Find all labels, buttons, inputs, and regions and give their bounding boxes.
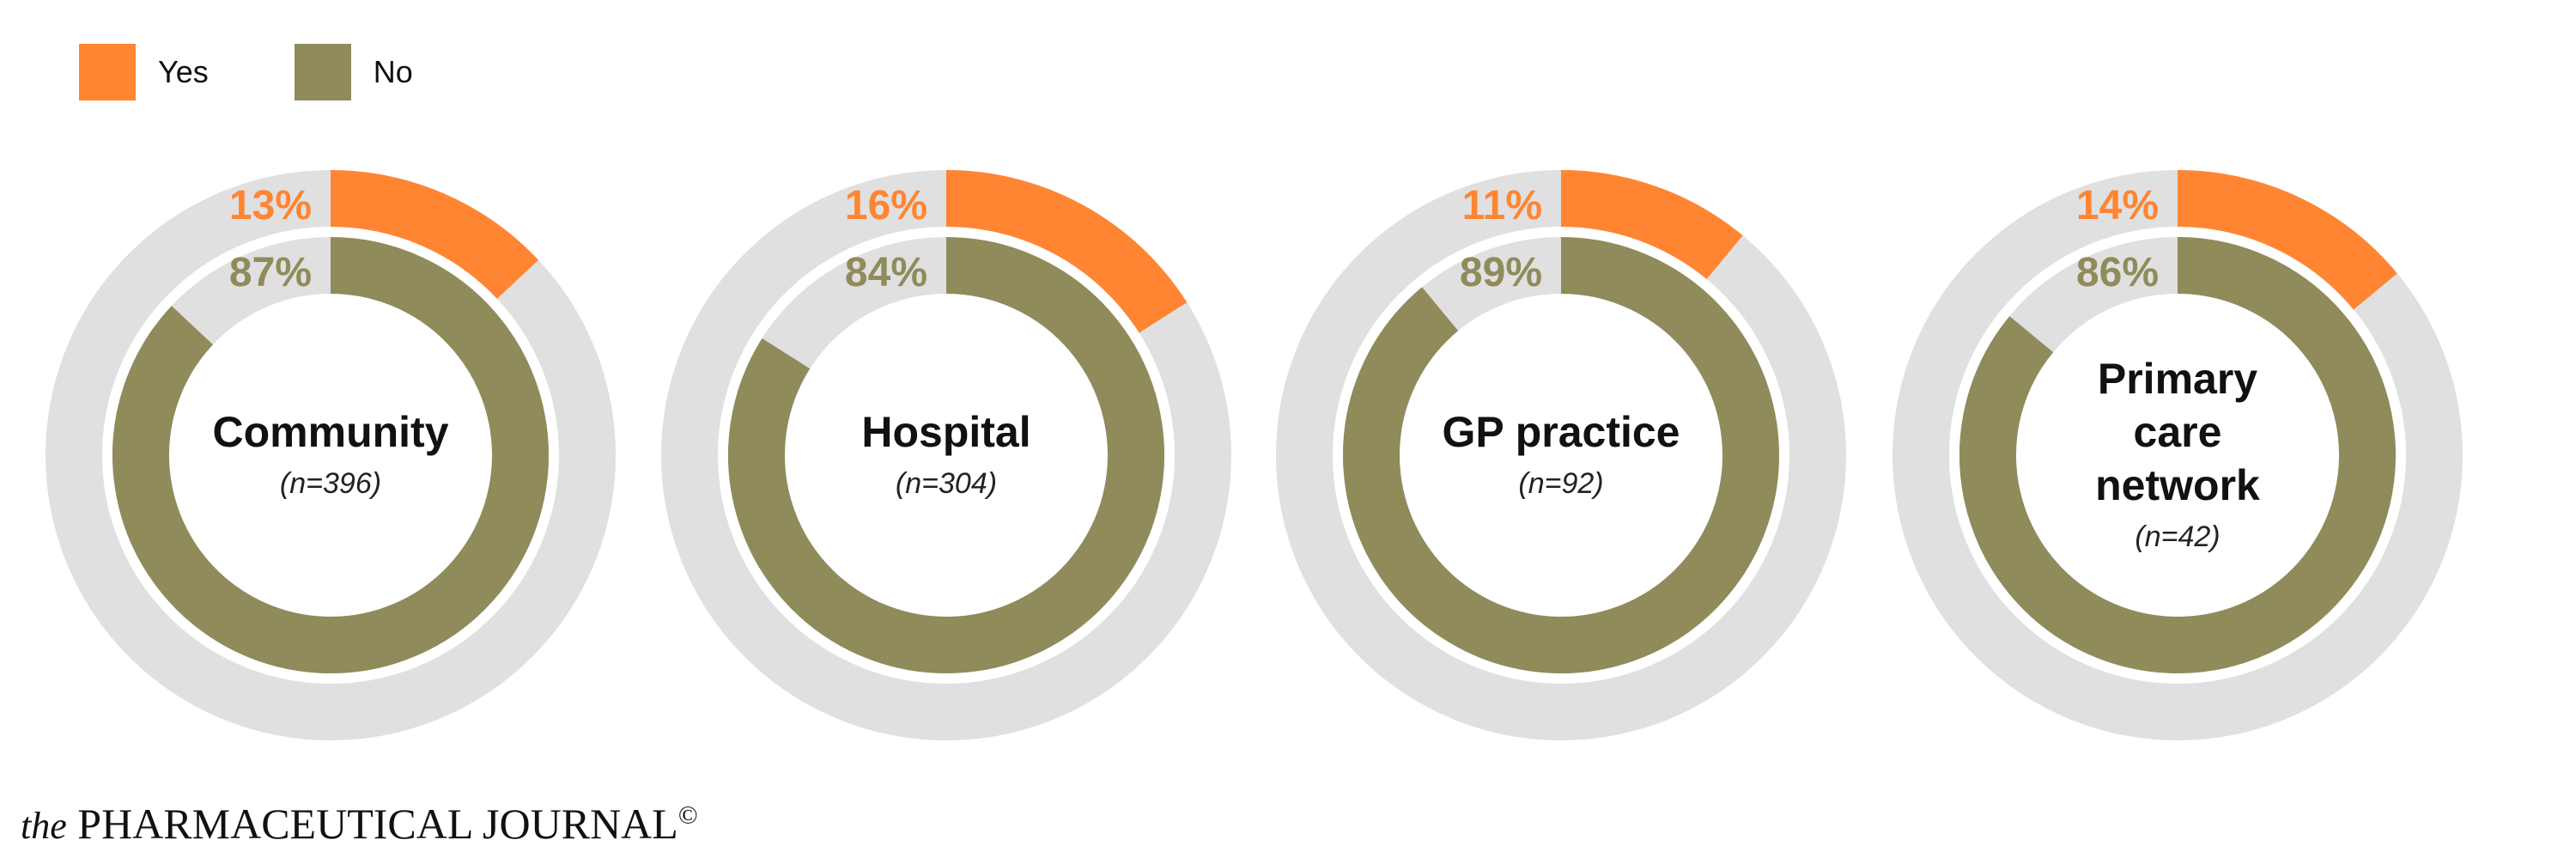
no-percent-label: 84% <box>845 250 927 295</box>
legend-label-yes: Yes <box>158 54 209 89</box>
donut-group-3: 11% 89% GP practice (n=92) <box>1276 170 1846 740</box>
sample-size-label: (n=42) <box>2135 520 2220 553</box>
no-percent-label: 86% <box>2076 250 2159 295</box>
legend-swatch-no <box>294 44 351 100</box>
yes-percent-label: 14% <box>2076 183 2159 228</box>
sample-size-label: (n=92) <box>1518 467 1603 500</box>
legend-label-no: No <box>373 54 413 89</box>
copyright-mark: © <box>677 800 698 830</box>
group-title: Primary <box>2098 355 2257 403</box>
publisher-logo: the PHARMACEUTICAL JOURNAL© <box>21 799 698 849</box>
no-arc <box>1959 237 2396 673</box>
group-title: network <box>2095 461 2260 509</box>
group-title: Community <box>213 408 449 456</box>
group-title: care <box>2134 408 2222 456</box>
footer-prefix: the <box>21 805 67 847</box>
footer-name: PHARMACEUTICAL JOURNAL <box>77 800 678 848</box>
group-title: GP practice <box>1442 408 1680 456</box>
no-percent-label: 87% <box>229 250 312 295</box>
donut-group-2: 16% 84% Hospital (n=304) <box>661 170 1231 740</box>
no-arc <box>1343 237 1779 673</box>
yes-arc <box>1560 170 1743 280</box>
legend: Yes No <box>79 43 499 101</box>
no-arc <box>728 237 1164 673</box>
legend-item-yes: Yes <box>79 44 209 100</box>
no-arc <box>112 237 549 673</box>
yes-arc <box>945 170 1188 333</box>
yes-percent-label: 11% <box>1462 183 1542 228</box>
legend-item-no: No <box>294 44 413 100</box>
donut-group-1: 13% 87% Community (n=396) <box>46 170 616 740</box>
yes-arc <box>330 170 539 300</box>
sample-size-label: (n=304) <box>896 467 997 500</box>
yes-percent-label: 16% <box>845 183 927 228</box>
sample-size-label: (n=396) <box>280 467 381 500</box>
no-percent-label: 89% <box>1460 250 1542 295</box>
yes-arc <box>2177 170 2397 310</box>
yes-percent-label: 13% <box>229 183 312 228</box>
group-title: Hospital <box>861 408 1030 456</box>
donut-group-4: 14% 86% Primary care network (n=42) <box>1893 170 2463 740</box>
legend-swatch-yes <box>79 44 136 100</box>
